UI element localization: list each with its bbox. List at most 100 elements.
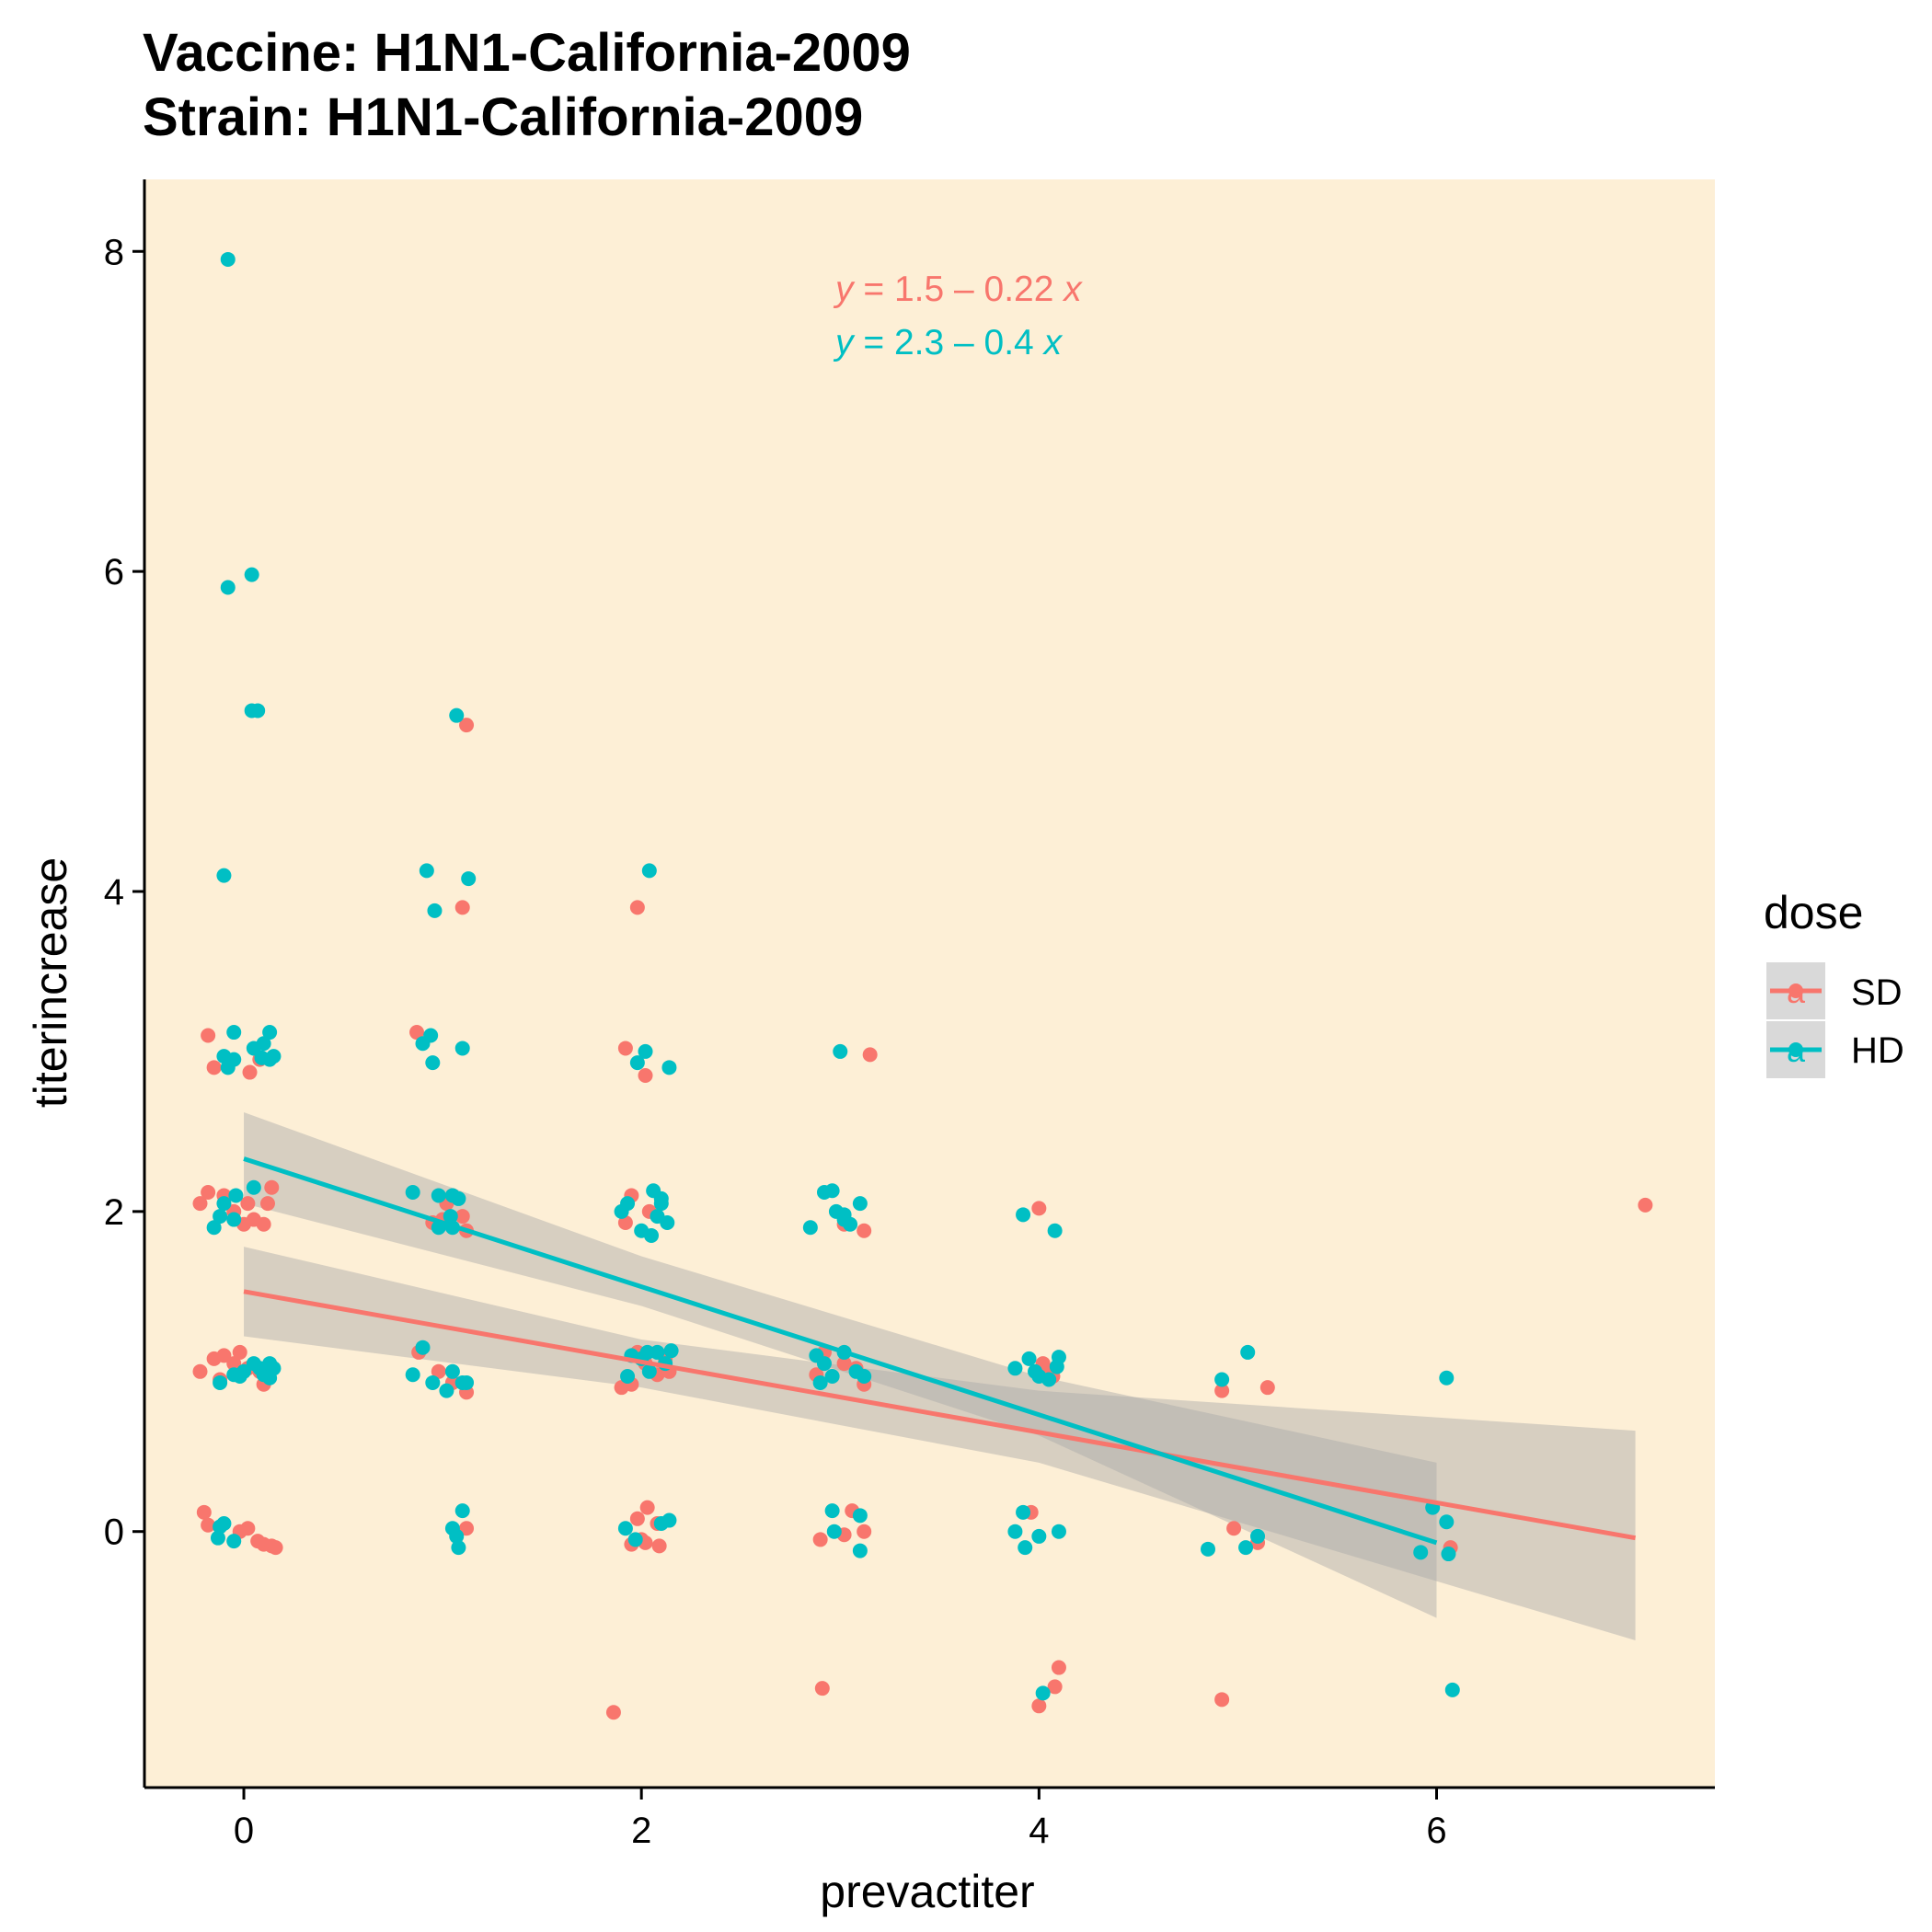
data-point-hd	[216, 868, 232, 883]
data-point-hd	[816, 1356, 832, 1372]
data-point-hd	[1441, 1547, 1456, 1562]
data-point-hd	[661, 1060, 677, 1075]
data-point-sd	[232, 1344, 247, 1360]
data-point-sd	[1031, 1698, 1047, 1714]
data-point-sd	[857, 1223, 872, 1238]
data-point-sd	[454, 900, 470, 915]
data-point-sd	[605, 1705, 621, 1720]
data-point-sd	[1051, 1660, 1066, 1675]
x-tick-label: 0	[234, 1811, 254, 1851]
data-point-hd	[449, 707, 465, 723]
data-point-hd	[449, 1528, 465, 1544]
data-point-sd	[459, 718, 475, 733]
y-tick-label: 6	[104, 552, 124, 592]
data-point-hd	[641, 1363, 657, 1379]
x-axis-ticks: 0 2 4 6	[234, 1788, 1447, 1851]
data-point-hd	[431, 1188, 446, 1203]
data-point-hd	[220, 251, 236, 267]
legend-key-point	[1788, 1042, 1803, 1057]
data-point-hd	[661, 1512, 677, 1528]
data-point-sd	[459, 1521, 475, 1536]
data-point-hd	[620, 1368, 636, 1384]
y-tick-label: 0	[104, 1512, 124, 1553]
y-axis-label: titerincrease	[25, 857, 76, 1108]
data-point-hd	[852, 1196, 868, 1212]
data-point-hd	[415, 1340, 431, 1355]
data-point-sd	[196, 1504, 212, 1520]
data-point-sd	[1259, 1380, 1275, 1396]
data-point-hd	[653, 1196, 669, 1212]
data-point-hd	[444, 1188, 460, 1203]
data-point-sd	[836, 1356, 852, 1372]
data-point-sd	[638, 1068, 653, 1084]
data-point-sd	[192, 1363, 208, 1379]
legend-key-glyph: a	[1787, 1031, 1806, 1069]
data-point-sd	[216, 1348, 232, 1363]
data-point-hd	[852, 1508, 868, 1524]
data-point-sd	[201, 1028, 216, 1043]
data-point-hd	[423, 1028, 439, 1043]
data-point-hd	[617, 1521, 633, 1536]
data-points	[192, 251, 1653, 1720]
data-point-hd	[1016, 1504, 1031, 1520]
regression-equation-hd: y = 2.3 – 0.4 x	[833, 323, 1064, 362]
legend-title: dose	[1764, 887, 1863, 938]
data-point-hd	[1016, 1207, 1031, 1223]
equation-x-var: x	[1042, 323, 1064, 362]
data-point-sd	[264, 1179, 280, 1195]
data-point-hd	[1250, 1528, 1266, 1544]
x-tick-label: 6	[1426, 1811, 1446, 1851]
y-axis-ticks: 0 2 4 6 8	[104, 232, 144, 1553]
data-point-hd	[213, 1374, 228, 1390]
regression-lines	[243, 1156, 1637, 1546]
regression-line-sd	[243, 1289, 1637, 1541]
data-point-hd	[444, 1363, 460, 1379]
data-point-hd	[824, 1183, 840, 1199]
data-point-hd	[824, 1368, 840, 1384]
legend-label-sd: SD	[1851, 972, 1903, 1013]
y-tick-label: 2	[104, 1192, 124, 1233]
data-point-hd	[1047, 1223, 1063, 1238]
y-tick-label: 4	[104, 872, 124, 913]
data-point-sd	[1031, 1201, 1047, 1216]
data-point-hd	[454, 1041, 470, 1056]
data-point-hd	[650, 1209, 665, 1225]
data-point-sd	[617, 1215, 633, 1231]
data-point-sd	[1047, 1679, 1063, 1695]
data-point-hd	[1007, 1524, 1023, 1539]
equation-x-var: x	[1062, 270, 1083, 309]
confidence-band-sd	[244, 1247, 1636, 1640]
data-point-hd	[852, 1543, 868, 1558]
equation-y-var: y	[833, 270, 856, 309]
equation-body: = 2.3 – 0.4	[854, 323, 1044, 362]
data-point-hd	[425, 1055, 441, 1071]
data-point-hd	[266, 1049, 282, 1064]
data-point-hd	[1021, 1351, 1037, 1366]
data-point-hd	[620, 1196, 636, 1212]
data-point-hd	[1413, 1545, 1429, 1560]
data-point-hd	[206, 1220, 222, 1236]
data-point-hd	[419, 863, 434, 879]
data-point-sd	[629, 1511, 645, 1526]
legend-key-point	[1788, 983, 1803, 998]
data-point-hd	[220, 1060, 236, 1075]
data-point-hd	[226, 1025, 242, 1041]
data-point-sd	[857, 1524, 872, 1539]
data-point-hd	[1238, 1540, 1254, 1556]
data-point-hd	[1035, 1685, 1051, 1701]
data-point-hd	[1240, 1344, 1256, 1360]
data-point-hd	[220, 580, 236, 595]
data-point-hd	[663, 1343, 679, 1359]
data-point-sd	[242, 1064, 258, 1080]
data-point-sd	[201, 1184, 216, 1200]
regression-line-hd	[243, 1156, 1438, 1546]
data-point-hd	[641, 863, 657, 879]
data-point-sd	[812, 1532, 828, 1547]
data-point-sd	[431, 1363, 446, 1379]
data-point-hd	[262, 1356, 278, 1372]
data-point-hd	[833, 1043, 848, 1059]
data-point-hd	[451, 1540, 466, 1556]
data-point-sd	[814, 1681, 830, 1696]
data-point-hd	[857, 1368, 872, 1384]
